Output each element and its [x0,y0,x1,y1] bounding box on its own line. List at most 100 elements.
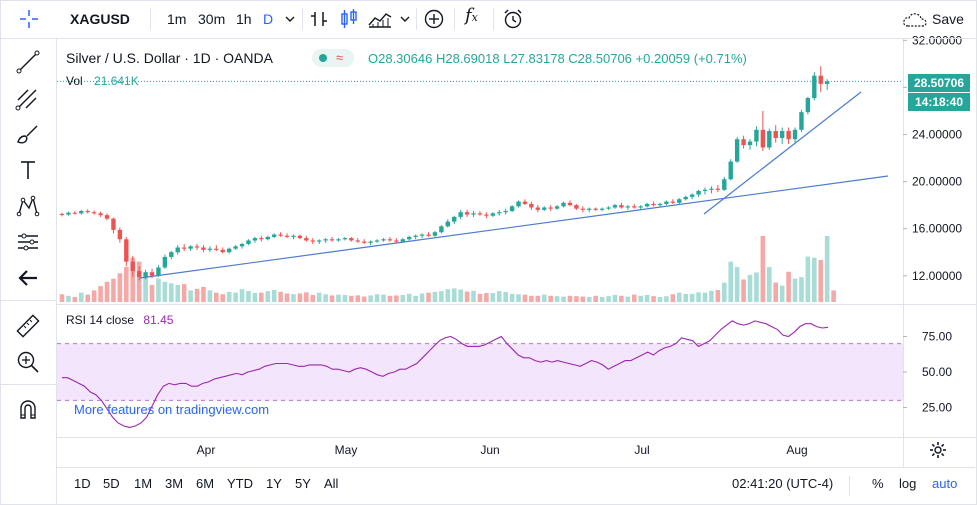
gear-icon[interactable] [928,440,948,460]
volume-bar [715,289,721,302]
alarm-icon[interactable] [502,8,524,30]
range-all[interactable]: All [324,476,339,491]
candle-body [432,232,438,236]
range-5y[interactable]: 5Y [295,476,311,491]
symbol-search[interactable]: XAGUSD [70,11,130,27]
candle-body [484,214,489,216]
brush-icon[interactable] [14,120,42,148]
volume-bar [689,293,695,302]
price-tick-label: 16.00000 [912,222,962,236]
volume-label: Vol [66,74,83,88]
volume-bar [149,284,155,302]
candle-body [593,208,598,210]
volume-bar [799,277,804,302]
volume-bar [471,290,476,302]
candle-body [439,226,444,233]
candle-body [818,75,823,84]
volume-bar [458,289,463,302]
volume-bar [754,272,759,302]
arrow-left-icon[interactable] [14,264,42,292]
candles-icon[interactable] [340,9,358,29]
measure-icon[interactable] [14,228,42,256]
range-1d[interactable]: 1D [74,476,91,491]
area-chart-icon[interactable] [368,10,392,28]
interval-1m[interactable]: 1m [167,11,187,27]
range-3m[interactable]: 3M [165,476,184,491]
volume-bar [786,271,791,302]
candle-body [779,130,785,139]
volume-bar [657,296,663,302]
volume-bar [599,296,605,302]
bar-chart-icon[interactable] [310,10,328,28]
pitchfork-icon[interactable] [14,84,42,112]
log-toggle[interactable]: log [899,476,917,491]
countdown-tag: 14:18:40 [908,93,970,111]
time-tick-label: May [335,443,358,457]
candle-body [310,240,315,242]
volume-bar [419,293,425,302]
chevron-down-icon[interactable] [399,14,411,24]
market-status-badge[interactable]: ≈ [312,49,354,67]
candle-body [599,208,605,210]
crosshair-icon[interactable] [19,9,39,29]
candle-body [130,261,135,272]
clock-timezone[interactable]: 02:41:20 (UTC-4) [732,476,834,491]
candle-body [156,267,161,276]
candle-body [413,235,418,237]
range-1m[interactable]: 1M [134,476,153,491]
rsi-label: RSI 14 close [66,313,135,327]
volume-legend: Vol 21.641K [66,73,139,89]
volume-bar [342,295,348,302]
range-1y[interactable]: 1Y [266,476,282,491]
candle-body [143,272,148,277]
volume-bar [181,284,187,302]
fx-icon[interactable]: fx [465,5,478,26]
save-button[interactable]: Save [932,11,964,27]
bottom-toolbar: 1D 5D 1M 3M 6M YTD 1Y 5Y All 02:41:20 (U… [57,467,975,504]
interval-d[interactable]: D [263,11,274,27]
pattern-icon[interactable] [14,192,42,220]
watermark-link[interactable]: More features on tradingview.com [74,402,270,417]
candle-body [709,188,714,190]
candle-body [477,213,483,215]
trend-line-icon[interactable] [14,48,42,76]
volume-bar [246,291,251,302]
candle-body [362,241,367,243]
range-5d[interactable]: 5D [103,476,120,491]
candle-body [464,212,470,215]
price-tick-label: 12.00000 [912,269,962,283]
volume-bar [805,256,811,302]
add-circle-icon[interactable] [424,9,444,29]
ruler-icon[interactable] [14,312,42,340]
interval-30m[interactable]: 30m [198,11,226,27]
candle-body [670,201,676,203]
price-tick-label: 32.00000 [912,33,962,47]
auto-toggle[interactable]: auto [932,476,958,491]
candle-body [297,235,303,239]
percent-toggle[interactable]: % [872,476,884,491]
volume-bar [741,279,746,302]
range-6m[interactable]: 6M [196,476,215,491]
candle-body [304,238,309,241]
zoom-in-icon[interactable] [14,348,42,376]
volume-bar [162,281,168,302]
candle-body [271,234,277,237]
range-ytd[interactable]: YTD [227,476,253,491]
volume-bar [529,295,534,302]
volume-bar [239,289,245,302]
candle-body [214,248,219,250]
candle-body [355,240,360,242]
volume-bar [297,293,303,302]
volume-bar [676,292,682,302]
volume-bar [259,292,264,302]
interval-1h[interactable]: 1h [236,11,252,27]
price-tick-label: 20.00000 [912,175,962,189]
chevron-down-icon[interactable] [284,14,296,24]
volume-bar [278,291,283,302]
ohlc-legend: O28.30646 H28.69018 L27.83178 C28.50706 … [368,51,747,67]
magnet-icon[interactable] [14,396,42,424]
cloud-icon[interactable] [902,11,928,29]
text-icon[interactable] [14,156,42,184]
candle-body [445,221,450,227]
